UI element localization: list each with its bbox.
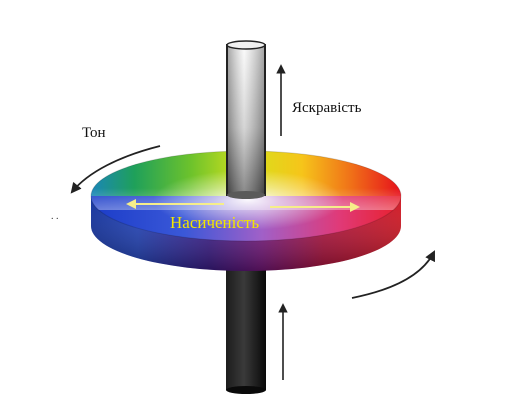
hue-right-curved-arrow-icon (351, 250, 435, 299)
saturation-label: Насиченість (170, 213, 259, 232)
upper-axis (226, 40, 266, 199)
stray-dots: . . (51, 211, 59, 222)
hue-left-curved-arrow-icon (70, 145, 161, 194)
brightness-label: Яскравість (292, 100, 362, 116)
hue-label: Тон (82, 125, 106, 141)
saturation-arrows (126, 199, 360, 212)
lower-axis (226, 255, 266, 394)
